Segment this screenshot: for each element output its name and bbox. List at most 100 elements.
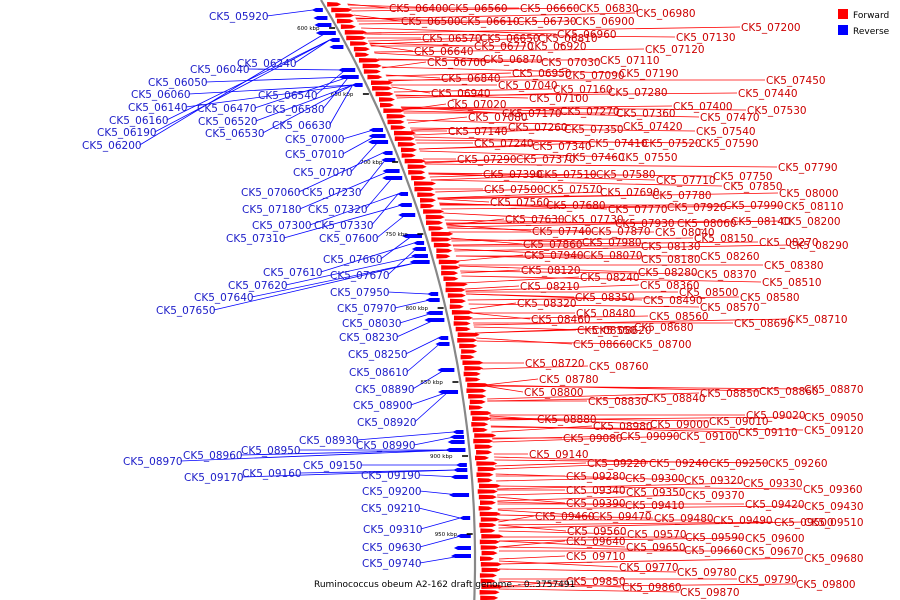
forward-gene-arrow — [453, 321, 471, 326]
forward-leader-line — [407, 116, 468, 124]
forward-gene-arrow — [476, 472, 494, 477]
reverse-gene-label: CK5_07310 — [226, 233, 286, 245]
forward-leader-line — [497, 496, 566, 504]
forward-gene-label: CK5_09420 — [745, 499, 805, 511]
forward-leader-line — [498, 540, 626, 548]
reverse-leader-line — [154, 39, 330, 133]
reverse-gene-arrow — [369, 128, 384, 132]
reverse-gene-arrow — [351, 83, 363, 87]
reverse-leader-line — [205, 76, 349, 83]
forward-leader-line — [447, 227, 591, 232]
forward-leader-line — [356, 12, 636, 20]
forward-gene-label: CK5_08500 — [679, 287, 739, 299]
forward-leader-line — [424, 156, 565, 164]
forward-leader-line — [406, 119, 623, 127]
forward-gene-label: CK5_07710 — [656, 175, 716, 187]
forward-gene-label: CK5_09350 — [626, 487, 686, 499]
reverse-leader-line — [254, 76, 349, 109]
forward-gene-label: CK5_08070 — [583, 250, 643, 262]
reverse-leader-line — [299, 469, 458, 474]
forward-gene-label: CK5_07770 — [608, 204, 668, 216]
reverse-leader-line — [419, 555, 462, 564]
reverse-gene-arrow — [425, 298, 440, 302]
forward-gene-label: CK5_08980 — [593, 421, 653, 433]
forward-leader-line — [401, 105, 673, 110]
forward-gene-label: CK5_09560 — [567, 526, 627, 538]
forward-leader-line — [497, 491, 626, 496]
forward-gene-arrow — [441, 265, 461, 270]
reverse-gene-label: CK5_07320 — [308, 204, 368, 216]
forward-leader-line — [400, 106, 747, 111]
forward-leader-line — [369, 42, 474, 47]
forward-gene-arrow — [447, 293, 466, 298]
forward-leader-line — [353, 14, 401, 22]
forward-gene-label: CK5_09470 — [592, 511, 652, 523]
forward-gene-label: CK5_08620 — [592, 325, 652, 337]
reverse-gene-label: CK5_06580 — [265, 104, 325, 116]
forward-gene-label: CK5_09340 — [566, 485, 626, 497]
forward-gene-label: CK5_06830 — [579, 3, 639, 15]
reverse-gene-arrow — [455, 463, 467, 467]
forward-gene-arrow — [463, 371, 481, 377]
forward-leader-line — [395, 92, 738, 97]
forward-gene-label: CK5_07370 — [516, 154, 576, 166]
gene-arrows-group — [311, 2, 504, 600]
reverse-gene-label: CK5_07620 — [228, 280, 288, 292]
forward-gene-label: CK5_08510 — [762, 277, 822, 289]
forward-gene-label: CK5_09480 — [654, 513, 714, 525]
forward-gene-arrow — [372, 86, 393, 91]
forward-gene-label: CK5_07930 — [615, 218, 675, 230]
forward-gene-label: CK5_07270 — [560, 106, 620, 118]
forward-gene-label: CK5_07560 — [490, 197, 550, 209]
forward-gene-label: CK5_07090 — [565, 70, 625, 82]
reverse-gene-label: CK5_08920 — [357, 417, 417, 429]
reverse-gene-label: CK5_06200 — [82, 140, 142, 152]
forward-gene-label: CK5_06980 — [636, 8, 696, 20]
forward-gene-arrow — [466, 388, 487, 393]
forward-leader-line — [446, 220, 731, 225]
reverse-leader-line — [350, 141, 379, 173]
reverse-gene-label: CK5_08610 — [349, 367, 409, 379]
reverse-gene-arrow — [450, 435, 465, 439]
forward-leader-line — [469, 302, 517, 310]
forward-gene-arrow — [413, 181, 436, 186]
reverse-gene-arrow — [368, 134, 386, 138]
reverse-gene-label: CK5_07670 — [330, 270, 390, 282]
forward-gene-label: CK5_09780 — [677, 567, 737, 579]
forward-leader-line — [446, 224, 532, 232]
forward-gene-arrow — [480, 545, 499, 550]
reverse-gene-label: CK5_06630 — [272, 120, 332, 132]
forward-leader-line — [495, 473, 684, 481]
reverse-gene-label: CK5_06240 — [237, 58, 297, 70]
forward-gene-arrow — [455, 326, 471, 332]
reverse-leader-line — [255, 84, 353, 122]
forward-gene-label: CK5_07420 — [623, 121, 683, 133]
forward-gene-label: CK5_07500 — [484, 184, 544, 196]
forward-leader-line — [419, 150, 618, 158]
forward-leader-line — [451, 237, 694, 242]
forward-gene-arrow — [472, 427, 488, 433]
forward-gene-arrow — [411, 175, 427, 181]
reverse-leader-line — [298, 152, 383, 193]
forward-gene-arrow — [469, 405, 484, 410]
forward-gene-label: CK5_09640 — [566, 536, 626, 548]
scale-tick-label: 950 kbp — [435, 532, 458, 538]
forward-gene-arrow — [481, 550, 498, 556]
forward-leader-line — [385, 74, 441, 79]
reverse-gene-label: CK5_07010 — [285, 149, 345, 161]
reverse-gene-arrow — [450, 475, 468, 479]
reverse-gene-arrow — [427, 292, 439, 296]
forward-gene-label: CK5_07630 — [505, 214, 565, 226]
forward-leader-line — [497, 509, 592, 517]
forward-gene-label: CK5_09770 — [619, 562, 679, 574]
forward-gene-label: CK5_07100 — [529, 93, 589, 105]
forward-gene-label: CK5_07860 — [523, 239, 583, 251]
forward-gene-label: CK5_09120 — [804, 425, 864, 437]
forward-gene-arrow — [480, 562, 502, 567]
forward-leader-line — [466, 293, 643, 301]
reverse-leader-line — [412, 369, 445, 390]
forward-gene-label: CK5_07410 — [588, 138, 648, 150]
forward-gene-arrow — [480, 578, 496, 584]
forward-gene-label: CK5_09860 — [622, 582, 682, 594]
forward-gene-label: CK5_06500 — [401, 16, 461, 28]
